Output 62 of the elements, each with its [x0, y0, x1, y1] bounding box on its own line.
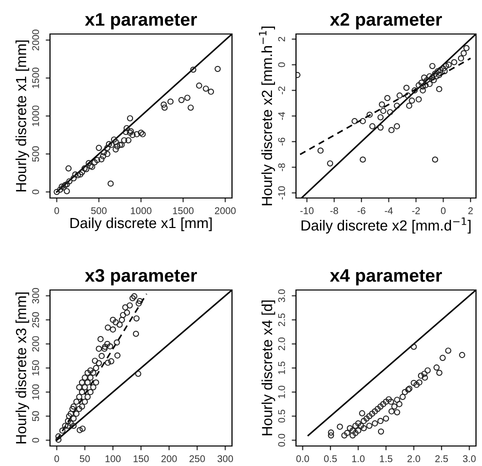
- y-tick-label: 0: [278, 62, 286, 68]
- x-tick-label: 500: [91, 207, 107, 214]
- x-tick-label: 1.0: [352, 455, 365, 462]
- x-tick-label: 1000: [130, 207, 152, 214]
- y-tick-label: 2: [278, 36, 285, 42]
- x-tick-label: 2000: [214, 207, 236, 214]
- x-tick-label: 250: [190, 455, 205, 462]
- y-tick-label: -8: [278, 163, 286, 172]
- chart-title: x1 parameter: [84, 13, 197, 30]
- y-tick-label: 2000: [32, 30, 40, 50]
- x-tick-label: -8: [330, 207, 338, 214]
- chart-title: x2 parameter: [330, 13, 442, 30]
- y-axis-title: Hourly discrete x3 [mm]: [16, 292, 30, 444]
- y-tick-label: 500: [32, 146, 40, 162]
- y-tick-label: 2.0: [278, 338, 286, 350]
- x-tick-label: 0.0: [296, 455, 310, 462]
- y-tick-label: -2: [278, 86, 285, 94]
- x-tick-label: 0: [54, 207, 60, 214]
- x-tick-label: 300: [218, 455, 233, 462]
- x-tick-label: 2.0: [408, 455, 420, 462]
- x-tick-label: 1.5: [380, 455, 392, 462]
- x-tick-label: 0: [440, 207, 446, 214]
- y-tick-label: -4: [278, 112, 285, 120]
- chart-title: x4 parameter: [330, 269, 442, 286]
- y-tick-label: 0: [32, 190, 40, 194]
- x-axis-title: Daily discrete x2 [mm.d$^{−1}$]: [302, 217, 471, 234]
- x-tick-label: 2: [468, 207, 473, 214]
- y-tick-label: 50: [32, 411, 40, 422]
- y-axis-title: Hourly discrete x2 [mm.h$^{−1}$]: [258, 26, 275, 206]
- y-tick-label: 2.5: [278, 314, 286, 326]
- chart-title: x3 parameter: [84, 269, 197, 286]
- x-tick-label: 2.5: [435, 455, 448, 462]
- x-tick-label: -6: [358, 207, 366, 214]
- x-axis-title: Daily discrete x1 [mm]: [70, 217, 212, 232]
- y-tick-label: 1500: [32, 68, 40, 88]
- y-tick-label: 0: [32, 438, 40, 443]
- x-tick-label: 0: [54, 455, 60, 462]
- x-tick-label: -4: [384, 207, 393, 214]
- y-tick-label: 1000: [32, 106, 40, 126]
- x-tick-label: -2: [412, 207, 420, 214]
- y-tick-label: 0.0: [278, 434, 286, 447]
- x-tick-label: 100: [106, 455, 121, 462]
- x-tick-label: 50: [80, 455, 90, 462]
- y-tick-label: 3.0: [278, 289, 286, 302]
- y-tick-label: -6: [278, 138, 286, 146]
- y-axis-title: Hourly discrete x1 [mm]: [16, 40, 30, 192]
- y-tick-label: 100: [32, 384, 40, 400]
- x-tick-label: 0.5: [324, 455, 337, 462]
- y-tick-label: 250: [32, 312, 40, 328]
- y-tick-label: 1.5: [278, 362, 286, 374]
- y-tick-label: -10: [278, 186, 286, 200]
- y-tick-label: 0.5: [278, 410, 286, 423]
- y-tick-label: 1.0: [278, 386, 286, 398]
- y-tick-label: 300: [32, 288, 40, 304]
- y-axis-title: Hourly discrete x4 [d]: [262, 300, 276, 436]
- x-tick-label: 3.0: [462, 455, 476, 462]
- x-tick-label: 200: [161, 455, 177, 462]
- y-tick-label: 150: [32, 360, 40, 376]
- x-tick-label: 150: [134, 455, 149, 462]
- y-tick-label: 200: [32, 336, 40, 352]
- x-tick-label: 1500: [173, 207, 194, 214]
- x-tick-label: -10: [300, 207, 314, 214]
